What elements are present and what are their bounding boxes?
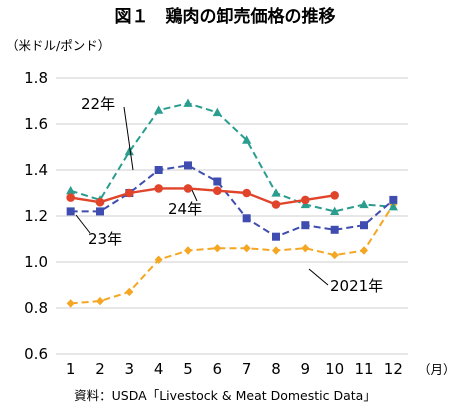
data-point bbox=[330, 225, 339, 234]
chart-title: 図１ 鶏肉の卸売価格の推移 bbox=[115, 6, 336, 27]
x-tick-label: 9 bbox=[301, 360, 311, 378]
data-point bbox=[360, 246, 368, 255]
data-point bbox=[271, 200, 281, 209]
y-tick-label: 1.8 bbox=[24, 69, 48, 87]
data-point bbox=[213, 177, 222, 186]
data-point bbox=[213, 244, 222, 253]
data-point bbox=[66, 299, 75, 308]
series-line bbox=[70, 187, 335, 206]
data-point bbox=[330, 250, 339, 260]
data-point bbox=[212, 107, 222, 117]
series-2021年 bbox=[66, 200, 398, 308]
data-point bbox=[301, 221, 310, 230]
data-point bbox=[213, 186, 222, 195]
data-point bbox=[154, 255, 163, 264]
y-tick-label: 1.0 bbox=[24, 253, 48, 271]
series-line bbox=[70, 164, 394, 238]
data-point bbox=[124, 146, 134, 156]
x-tick-label: 5 bbox=[183, 360, 193, 378]
series-24年 bbox=[66, 184, 339, 209]
y-tick-label: 1.2 bbox=[24, 207, 48, 225]
annotation-leader bbox=[191, 189, 198, 202]
data-point bbox=[154, 184, 163, 193]
data-point bbox=[95, 197, 105, 207]
annotation-leader bbox=[123, 106, 134, 171]
data-point bbox=[66, 185, 76, 195]
x-tick-label: 8 bbox=[271, 360, 281, 378]
data-point bbox=[125, 188, 134, 198]
data-point bbox=[360, 221, 368, 230]
data-point bbox=[183, 98, 193, 107]
data-point bbox=[154, 166, 163, 174]
data-point bbox=[242, 135, 252, 144]
x-tick-label: 4 bbox=[154, 360, 164, 378]
data-point bbox=[242, 244, 251, 253]
data-point bbox=[389, 195, 398, 204]
data-point bbox=[184, 161, 192, 170]
data-point bbox=[301, 195, 310, 205]
x-tick-label: 10 bbox=[325, 360, 344, 378]
data-point bbox=[271, 188, 281, 197]
y-tick-label: 1.6 bbox=[24, 115, 48, 133]
data-point bbox=[96, 296, 104, 306]
annotation-label: 22年 bbox=[81, 95, 115, 113]
y-tick-label: 0.8 bbox=[24, 299, 48, 317]
annotation-label: 23年 bbox=[88, 230, 122, 248]
data-point bbox=[183, 184, 193, 193]
x-axis-unit-label: （月） bbox=[418, 362, 450, 377]
data-point bbox=[184, 246, 192, 255]
x-tick-label: 1 bbox=[66, 360, 76, 378]
y-axis-unit-label: （米ドル/ポンド） bbox=[6, 38, 110, 53]
annotation-leader bbox=[308, 268, 329, 286]
data-point bbox=[154, 105, 164, 114]
annotation-label: 24年 bbox=[168, 200, 202, 218]
data-point bbox=[359, 199, 369, 209]
data-point bbox=[66, 193, 75, 202]
data-point bbox=[388, 202, 398, 211]
y-tick-label: 1.4 bbox=[24, 161, 48, 179]
series-annotations: 22年 23年 24年 2021年 bbox=[75, 95, 383, 295]
x-tick-label: 2 bbox=[95, 360, 105, 378]
annotation-leader bbox=[75, 214, 91, 234]
annotation-label: 2021年 bbox=[330, 277, 383, 295]
y-axis-ticks: 0.6 0.8 1.0 1.2 1.4 1.6 1.8 bbox=[24, 69, 48, 363]
data-point bbox=[272, 246, 280, 255]
gridlines bbox=[56, 77, 408, 355]
x-tick-label: 7 bbox=[242, 360, 252, 378]
series-line bbox=[70, 203, 395, 305]
series-layer bbox=[66, 98, 398, 308]
data-point bbox=[330, 191, 339, 200]
data-point bbox=[301, 244, 310, 253]
x-tick-label: 6 bbox=[213, 360, 223, 378]
x-tick-label: 11 bbox=[354, 360, 373, 378]
source-note: 資料：USDA「Livestock & Meat Domestic Data」 bbox=[74, 388, 376, 403]
data-point bbox=[330, 206, 340, 215]
data-point bbox=[242, 214, 251, 223]
data-point bbox=[66, 207, 75, 216]
data-point bbox=[96, 207, 104, 216]
series-line bbox=[70, 102, 394, 213]
data-point bbox=[242, 188, 251, 198]
x-tick-label: 12 bbox=[384, 360, 403, 378]
y-tick-label: 0.6 bbox=[24, 345, 48, 363]
data-point bbox=[272, 232, 280, 241]
x-axis-ticks: 1 2 3 4 5 6 7 8 9 10 11 12 bbox=[66, 360, 403, 378]
data-point bbox=[125, 287, 134, 297]
x-tick-label: 3 bbox=[125, 360, 135, 378]
